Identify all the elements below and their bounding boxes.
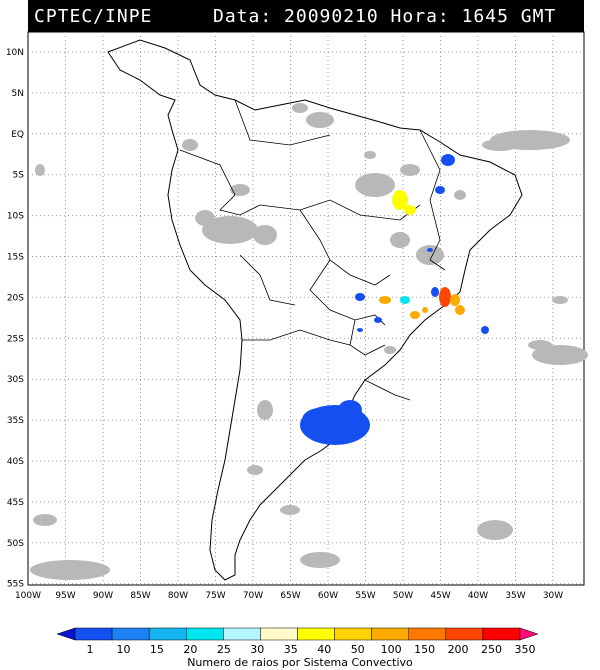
colorbar-tick-label: 100: [381, 643, 402, 656]
colorbar-tick-label: 350: [515, 643, 536, 656]
map-frame: [27, 31, 585, 586]
colorbar-title: Numero de raios por Sistema Convectivo: [187, 656, 413, 669]
lon-label: 30W: [543, 591, 563, 601]
grid-lines: [28, 32, 584, 585]
lon-label: 65W: [280, 591, 300, 601]
colorbar-swatch: [371, 627, 409, 641]
colorbar-arrow-low: [56, 627, 76, 641]
lat-label: 5S: [13, 171, 25, 181]
colorbar-tick-label: 30: [250, 643, 264, 656]
colorbar-swatch: [186, 627, 224, 641]
source-label: CPTEC/INPE: [34, 6, 153, 27]
colorbar-swatch: [445, 627, 484, 641]
colorbar-swatch: [111, 627, 150, 641]
colorbar: 1 10 15 20 25 30 35 40 50 100 150 200 250 350: [56, 627, 539, 656]
lat-label: 45S: [7, 498, 24, 508]
lat-label: 10N: [6, 48, 24, 58]
colorbar-swatch: [297, 627, 335, 641]
country-borders: [179, 99, 446, 401]
lat-label: 20S: [7, 293, 24, 303]
longitude-labels: 100W 95W 90W 85W 80W 75W 70W 65W 60W 55W 50W 45W 40W…: [15, 591, 563, 601]
colorbar-tick-label: 250: [481, 643, 502, 656]
latitude-labels: 10N 5N EQ 5S 10S 15S 20S 25S 30S 35S 40S 45S 50S 55S: [6, 48, 24, 590]
header-bar: CPTEC/INPE Data: 20090210 Hora: 1645 GMT: [28, 0, 584, 32]
lon-label: 100W: [15, 591, 41, 601]
lon-label: 75W: [205, 591, 225, 601]
colorbar-tick-label: 1: [87, 643, 94, 656]
datetime-label: Data: 20090210 Hora: 1645 GMT: [213, 6, 557, 27]
lon-label: 85W: [130, 591, 150, 601]
colorbar-swatch: [223, 627, 261, 641]
lon-label: 40W: [468, 591, 488, 601]
colorbar-swatch: [148, 627, 187, 641]
lat-label: 5N: [12, 89, 24, 99]
cloud-cover: [30, 103, 588, 580]
lat-label: 10S: [7, 212, 24, 222]
lightning-clusters: [300, 154, 489, 445]
coastline: [107, 39, 523, 581]
lat-label: EQ: [11, 130, 24, 140]
lon-label: 90W: [93, 591, 113, 601]
lat-label: 55S: [7, 580, 24, 590]
colorbar-tick-label: 150: [414, 643, 435, 656]
lat-label: 50S: [7, 539, 24, 549]
colorbar-arrow-high: [519, 627, 539, 641]
colorbar-swatch: [334, 627, 372, 641]
lon-label: 70W: [243, 591, 263, 601]
lat-label: 15S: [7, 253, 24, 263]
lat-label: 40S: [7, 457, 24, 467]
colorbar-swatch: [260, 627, 298, 641]
lon-label: 95W: [55, 591, 75, 601]
lon-label: 50W: [393, 591, 413, 601]
lon-label: 45W: [430, 591, 450, 601]
colorbar-tick-label: 40: [317, 643, 331, 656]
lat-label: 25S: [7, 334, 24, 344]
colorbar-tick-label: 25: [217, 643, 231, 656]
colorbar-swatch: [408, 627, 447, 641]
colorbar-swatch: [74, 627, 113, 641]
colorbar-tick-label: 200: [448, 643, 469, 656]
colorbar-tick-label: 50: [351, 643, 365, 656]
colorbar-tick-label: 10: [116, 643, 130, 656]
lon-label: 55W: [355, 591, 375, 601]
lon-label: 80W: [168, 591, 188, 601]
lon-label: 35W: [505, 591, 525, 601]
colorbar-tick-label: 15: [150, 643, 164, 656]
colorbar-swatch: [482, 627, 521, 641]
lat-label: 35S: [7, 416, 24, 426]
lat-label: 30S: [7, 375, 24, 385]
lon-label: 60W: [318, 591, 338, 601]
colorbar-tick-label: 20: [183, 643, 197, 656]
colorbar-tick-label: 35: [284, 643, 298, 656]
